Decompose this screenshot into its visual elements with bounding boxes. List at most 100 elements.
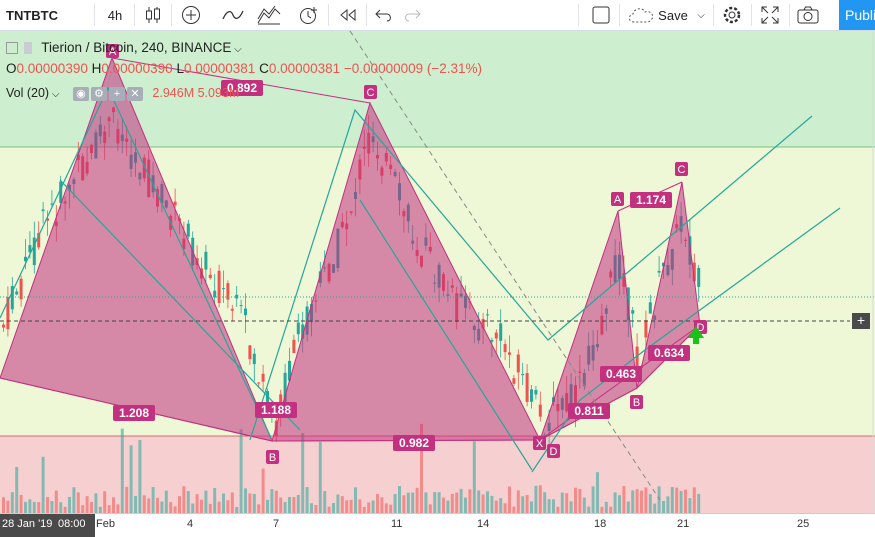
candle-body [2,324,5,328]
volume-bar [142,495,146,513]
zone-upper [0,31,875,147]
volume-bar [327,506,331,513]
volume-bar [213,487,217,513]
volume-bar [653,503,657,513]
redo-icon[interactable] [400,0,424,30]
camera-icon[interactable] [795,0,821,30]
settings-icon[interactable] [719,0,745,30]
cloud-icon[interactable] [626,0,658,30]
volume-bar [613,492,617,513]
candle-body [204,251,208,270]
collapse-icon[interactable] [6,42,18,55]
ohlc-low: 0.00000381 [183,61,256,76]
volume-bar [521,496,525,513]
undo-icon[interactable] [372,0,396,30]
volume-bar [512,506,516,513]
volume-bar [283,502,287,513]
candles-icon[interactable] [141,0,165,30]
volume-bar [305,487,309,513]
legend-title-row[interactable]: Tierion / Bitcoin, 240, BINANCE ⌵ [6,40,242,55]
volume-bar [98,506,102,513]
volume-bar [662,500,665,513]
time-label: 21 [677,518,690,530]
volume-bar [244,488,247,513]
alert-icon[interactable] [296,0,322,30]
volume-bar [134,495,137,513]
volume-bar [112,497,115,513]
volume-bar [266,499,269,513]
volume-bar [332,502,335,513]
price-chart[interactable]: A C B X D A B C D 1.208 0.892 1.188 0.98… [0,31,875,513]
candle-body [186,223,190,237]
pattern-1-label-b: B [269,452,276,464]
volume-bar [76,492,80,513]
volume-bar [477,490,481,513]
time-label-time: 08:00 [58,518,86,530]
volume-bar [160,501,164,513]
candle-body [173,201,177,206]
layout-icon[interactable] [589,0,613,30]
chevron-down-icon[interactable]: ⌵ [697,9,705,21]
candle-body [692,262,696,282]
eye-icon[interactable]: ◉ [72,86,89,101]
publish-button[interactable]: Publi [839,0,875,30]
volume-bar [389,504,393,513]
volume-bar [94,493,98,513]
volume-bar [178,496,181,513]
line-chart-icon[interactable] [220,0,246,30]
ohlc-open: 0.00000390 [16,61,88,76]
symbol-button[interactable]: TNTBTC [6,7,58,23]
interval-button[interactable]: 4h [107,7,123,23]
separator [789,4,790,26]
volume-bar [459,488,463,513]
time-axis[interactable]: 28 Jan '19 08:00 Feb 4 7 11 14 18 21 25 [0,513,875,537]
volume-bar [226,500,230,513]
volume-bar [37,502,41,513]
volume-bar [411,492,415,513]
volume-bar [46,497,49,513]
volume-bar [107,505,111,513]
volume-bar [679,490,683,513]
zone-lower [0,436,875,513]
volume-bar [200,499,203,513]
volume-bar [547,499,551,513]
add-price-level-button[interactable]: + [852,313,870,329]
candle-body [516,354,520,373]
volume-bar [640,490,643,513]
volume-bar [362,506,366,513]
candle-body [37,233,41,248]
volume-bar [208,503,212,513]
volume-bar [631,490,635,513]
volume-bar [437,492,441,513]
indicators-icon[interactable] [255,0,283,30]
pattern-1-label-c: C [367,87,375,99]
volume-bar [499,498,503,513]
save-button[interactable]: Save [658,7,688,23]
trend-lines[interactable] [0,86,841,473]
candle-body [59,181,63,203]
volume-bar [279,497,283,513]
candle-body [521,373,525,376]
volume-bar [376,493,379,513]
volume-bar [384,503,388,513]
close-icon[interactable]: ✕ [126,86,143,101]
candle-body [534,389,538,395]
time-label: Feb [96,518,115,530]
add-icon[interactable]: + [108,86,125,101]
volume-bar [296,494,300,513]
add-indicator-icon[interactable] [178,0,204,30]
fullscreen-icon[interactable] [757,0,783,30]
time-label: 4 [187,518,194,530]
legend-volume-row[interactable]: Vol (20) ⌵ ◉ ⚙ + ✕ 2.946M 5.093M [6,86,240,101]
time-label-date: 28 Jan '19 [2,518,53,530]
ratio-ac-1: 0.892 [227,81,257,95]
settings-icon[interactable]: ⚙ [90,86,107,101]
volume-bar [230,492,234,513]
volume-bar [222,493,225,513]
volume-bar [292,497,296,513]
pattern-2-label-b: B [633,397,640,409]
pattern-2[interactable] [539,181,701,442]
volume-bar [530,501,533,513]
volume-bar [508,486,511,513]
replay-icon[interactable] [336,0,360,30]
